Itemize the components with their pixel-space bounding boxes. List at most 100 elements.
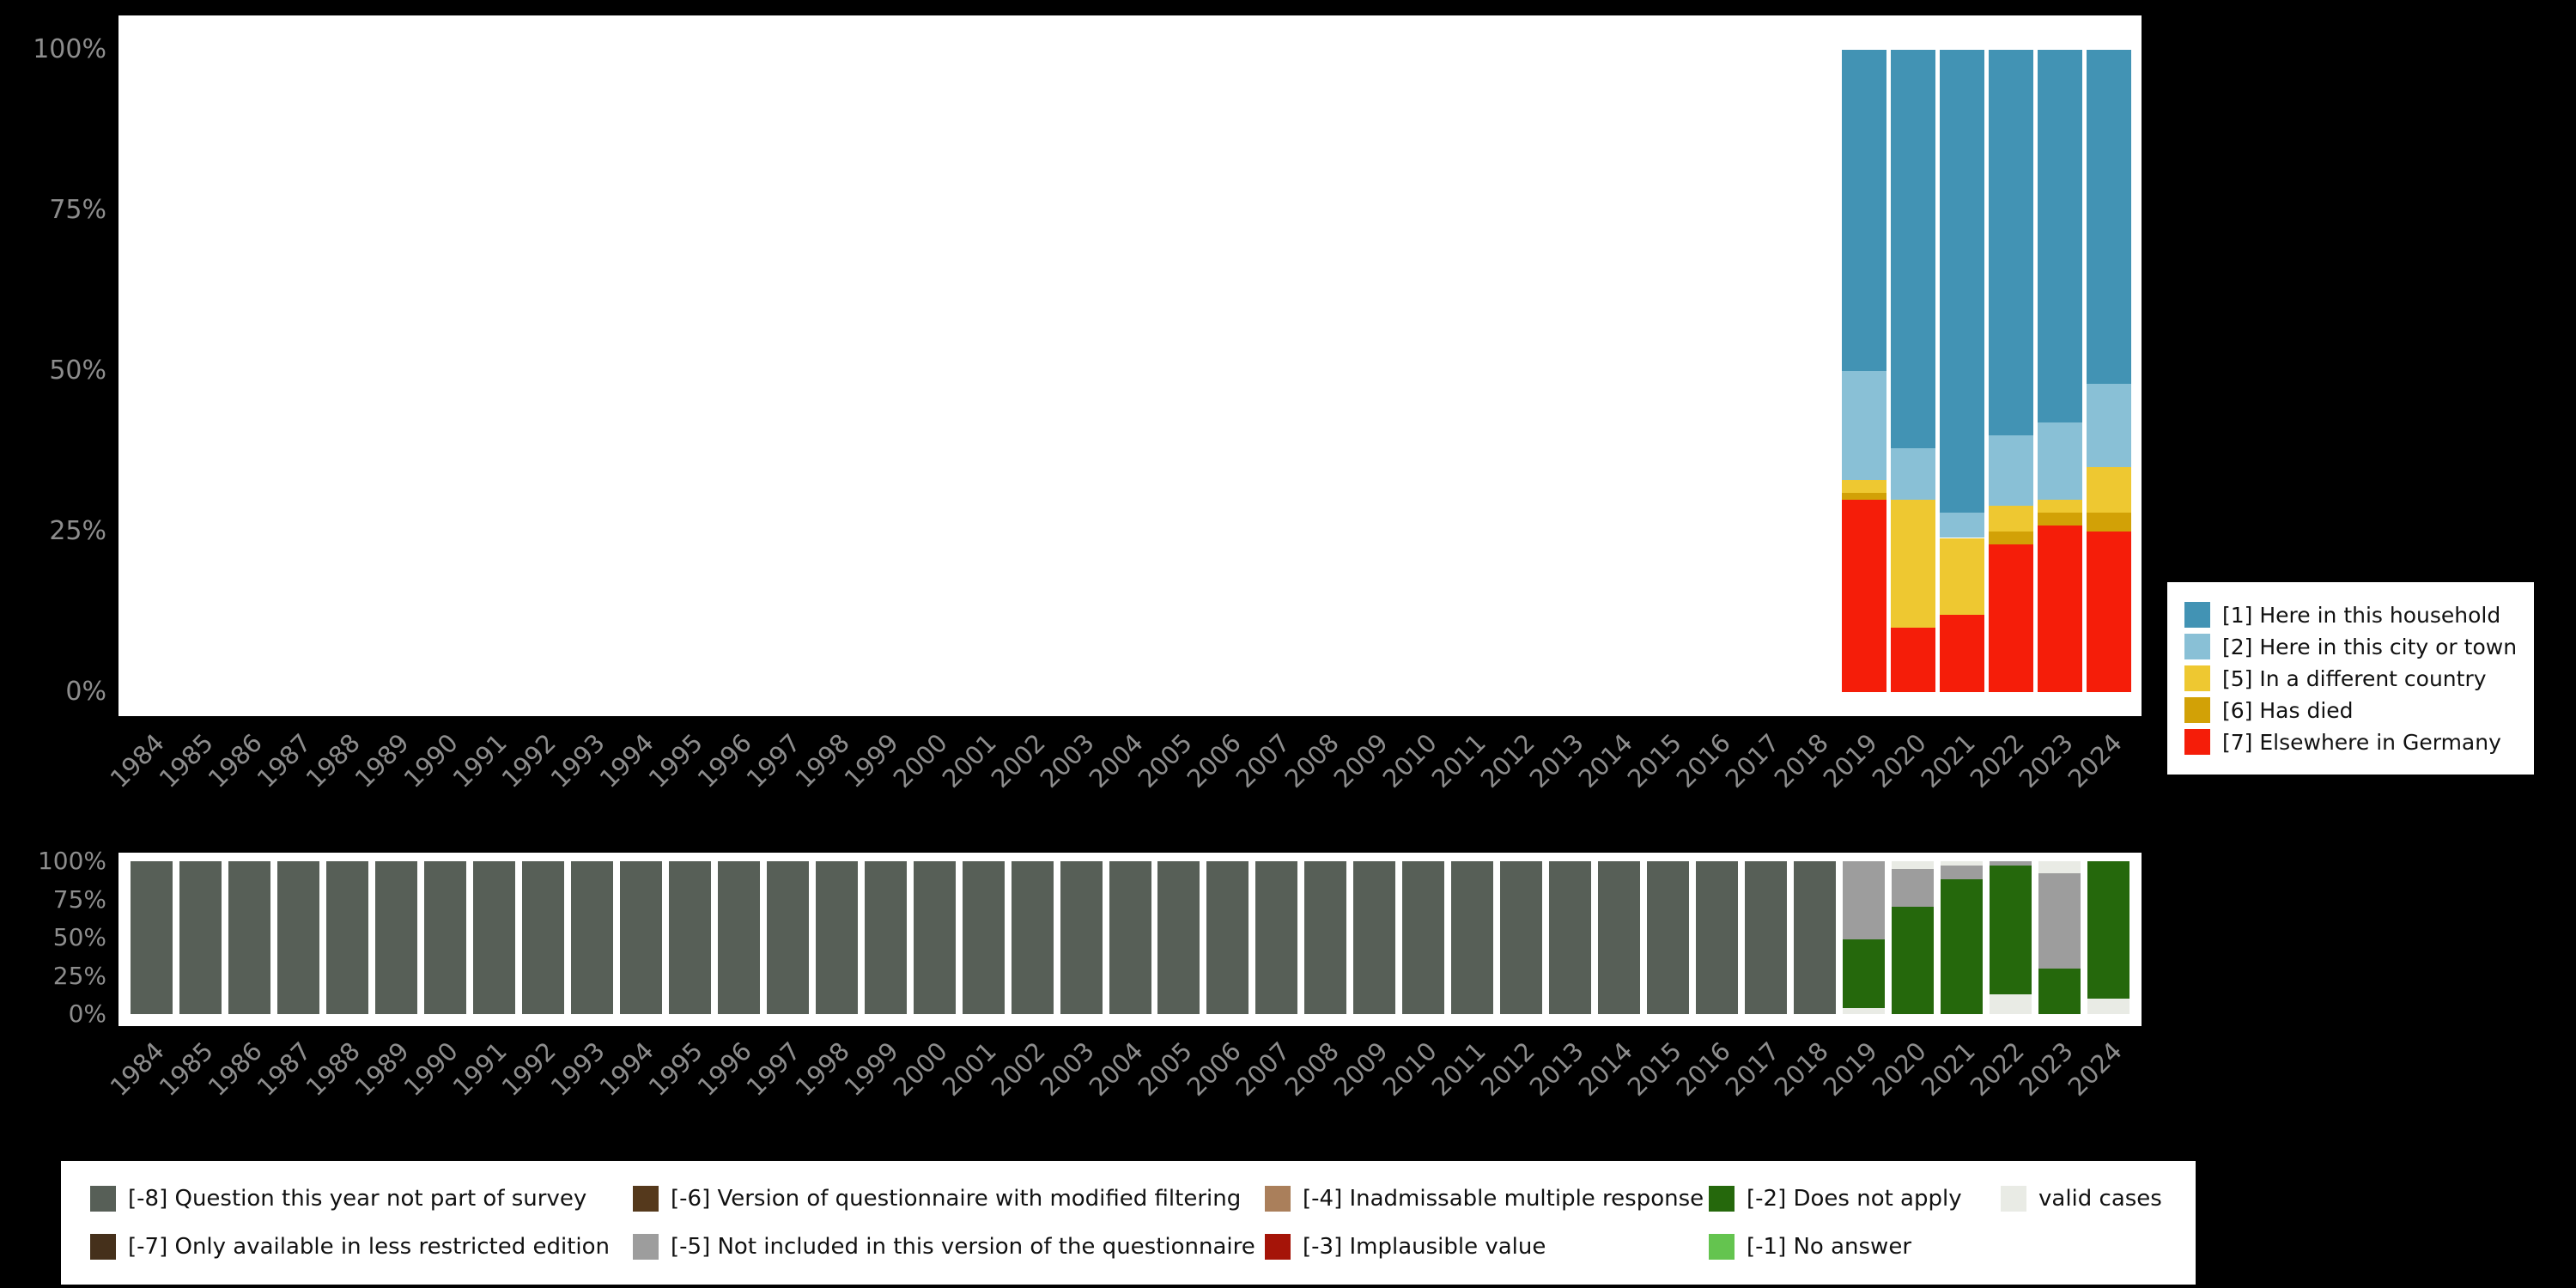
bar-segment--5 [1990, 861, 2032, 866]
y-tick-label: 0% [68, 999, 106, 1028]
bar-segment--2 [2087, 861, 2129, 999]
bar-2008[interactable] [1304, 861, 1347, 1014]
bar-2023[interactable] [2038, 861, 2081, 1014]
bar-2010[interactable] [1402, 861, 1445, 1014]
legend-label: [-4] Inadmissable multiple response [1303, 1186, 1704, 1212]
bar-1989[interactable] [374, 861, 417, 1014]
bar-2017[interactable] [1745, 861, 1788, 1014]
legend-label: [7] Elsewhere in Germany [2222, 729, 2501, 755]
legend-swatch--4 [1265, 1186, 1291, 1212]
bar-1994[interactable] [619, 861, 662, 1014]
bar-segment--8 [1451, 861, 1494, 1014]
bar-segment--8 [1255, 861, 1298, 1014]
bar-2016[interactable] [1696, 861, 1739, 1014]
legend-swatch-5 [2184, 665, 2210, 691]
bar-segment-6 [1988, 532, 2033, 544]
bar-2013[interactable] [1549, 861, 1592, 1014]
bar-1997[interactable] [766, 861, 809, 1014]
legend-item: [-4] Inadmissable multiple response [1265, 1186, 1709, 1212]
bar-segment--8 [179, 861, 222, 1014]
bar-segment--5 [1941, 866, 1984, 880]
legend-label: [1] Here in this household [2222, 602, 2501, 628]
bar-segment--8 [717, 861, 760, 1014]
bar-2002[interactable] [1011, 861, 1054, 1014]
bar-2015[interactable] [1647, 861, 1690, 1014]
bar-segment-5 [1890, 499, 1935, 629]
bar-segment--8 [1109, 861, 1151, 1014]
legend-item: valid cases [2001, 1186, 2178, 1212]
bar-segment--8 [619, 861, 662, 1014]
legend-swatch--1 [1709, 1234, 1735, 1260]
bar-2018[interactable] [1794, 861, 1837, 1014]
bar-1998[interactable] [815, 861, 858, 1014]
bar-2005[interactable] [1157, 861, 1200, 1014]
bar-2011[interactable] [1451, 861, 1494, 1014]
legend-item: [-8] Question this year not part of surv… [90, 1186, 633, 1212]
bar-1991[interactable] [472, 861, 515, 1014]
bar-2014[interactable] [1598, 861, 1641, 1014]
bar-1987[interactable] [276, 861, 319, 1014]
legend-swatch-7 [2184, 729, 2210, 755]
legend-label: [6] Has died [2222, 697, 2354, 723]
bar-segment-2 [1939, 512, 1984, 538]
y-tick-label: 75% [52, 884, 106, 914]
bar-2020[interactable] [1890, 50, 1935, 692]
legend-item: [5] In a different country [2184, 665, 2517, 691]
bar-1986[interactable] [228, 861, 270, 1014]
bar-1985[interactable] [179, 861, 222, 1014]
bar-segment-5 [1939, 538, 1984, 616]
bar-segment--8 [1304, 861, 1347, 1014]
bar-segment-5 [2086, 467, 2131, 513]
bar-2022[interactable] [1990, 861, 2032, 1014]
legend-item: [-1] No answer [1709, 1234, 2001, 1260]
legend-label: [-6] Version of questionnaire with modif… [671, 1186, 1242, 1212]
legend-label: [5] In a different country [2222, 665, 2487, 691]
bar-2024[interactable] [2086, 50, 2131, 692]
bar-1988[interactable] [325, 861, 368, 1014]
bar-2009[interactable] [1353, 861, 1396, 1014]
bar-2021[interactable] [1939, 50, 1984, 692]
bar-segment-1 [1890, 50, 1935, 448]
bar-segment-7 [1841, 499, 1886, 692]
bar-segment--8 [1794, 861, 1837, 1014]
legend-swatch--8 [90, 1186, 116, 1212]
bar-2023[interactable] [2037, 50, 2082, 692]
bar-1990[interactable] [423, 861, 466, 1014]
y-tick-label: 100% [37, 847, 106, 875]
bar-2004[interactable] [1109, 861, 1151, 1014]
bar-2024[interactable] [2087, 861, 2129, 1014]
bar-2019[interactable] [1843, 861, 1886, 1014]
bar-1995[interactable] [668, 861, 711, 1014]
bar-2022[interactable] [1988, 50, 2033, 692]
legend-item: [-5] Not included in this version of the… [633, 1234, 1265, 1260]
bar-1993[interactable] [570, 861, 613, 1014]
legend-swatch--3 [1265, 1234, 1291, 1260]
bar-1996[interactable] [717, 861, 760, 1014]
bar-segment-7 [2086, 532, 2131, 692]
bar-2020[interactable] [1892, 861, 1935, 1014]
bar-2021[interactable] [1941, 861, 1984, 1014]
bar-1992[interactable] [521, 861, 564, 1014]
bar-2006[interactable] [1206, 861, 1249, 1014]
bar-1999[interactable] [864, 861, 907, 1014]
bar-1984[interactable] [130, 861, 173, 1014]
bar-segment-valid [2087, 999, 2129, 1014]
bar-2019[interactable] [1841, 50, 1886, 692]
bar-2012[interactable] [1500, 861, 1543, 1014]
bar-segment--8 [864, 861, 907, 1014]
frequencies-legend: [1] Here in this household [2] Here in th… [2166, 580, 2537, 776]
bar-segment-2 [1841, 371, 1886, 481]
y-tick-label: 50% [52, 923, 106, 951]
bar-segment-7 [1939, 615, 1984, 692]
bar-segment--2 [1990, 866, 2032, 994]
bar-2000[interactable] [913, 861, 956, 1014]
bar-segment-6 [2086, 512, 2131, 532]
bar-segment-7 [1988, 544, 2033, 692]
legend-label: [-8] Question this year not part of surv… [128, 1186, 587, 1212]
missing-values-legend: [-8] Question this year not part of surv… [61, 1161, 2196, 1285]
bar-segment--5 [1892, 868, 1935, 908]
bar-2001[interactable] [962, 861, 1005, 1014]
bar-2007[interactable] [1255, 861, 1298, 1014]
bar-2003[interactable] [1060, 861, 1103, 1014]
